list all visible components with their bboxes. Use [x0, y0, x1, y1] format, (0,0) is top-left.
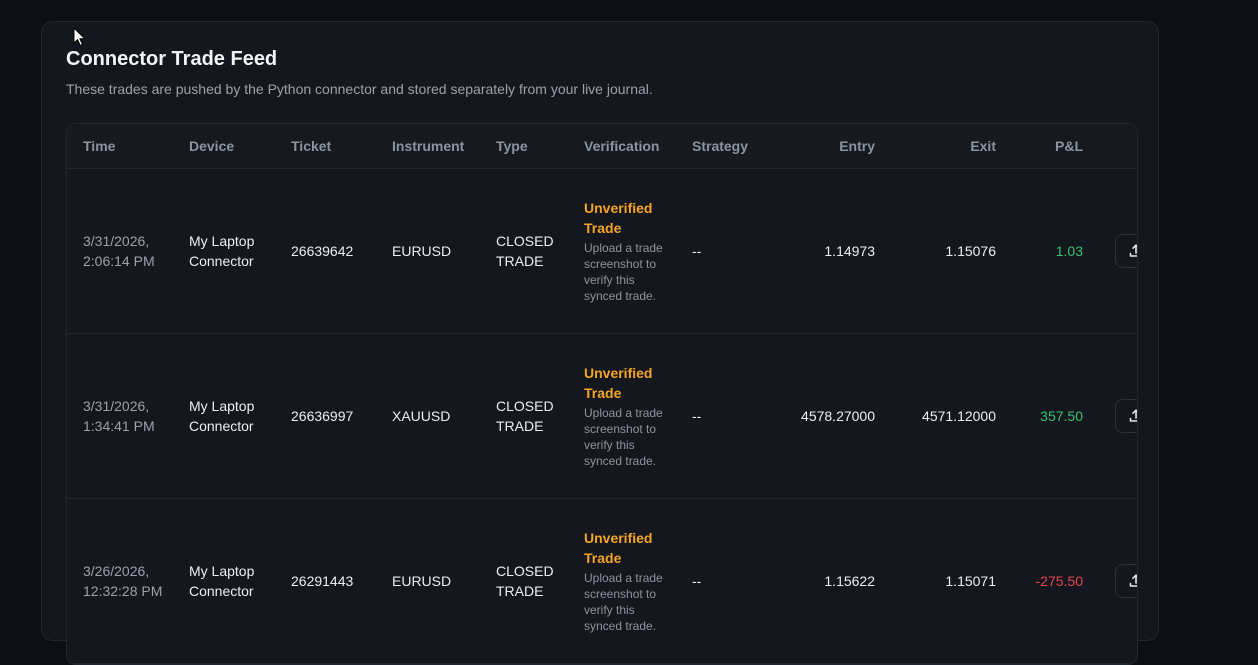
mouse-pointer-icon — [73, 27, 87, 47]
verification-status: Unverified Trade — [584, 529, 653, 566]
table-row: 3/26/2026, 12:32:28 PM My Laptop Connect… — [67, 498, 1137, 664]
cell-instrument: EURUSD — [376, 168, 480, 334]
verification-status: Unverified Trade — [584, 199, 653, 236]
table-row: 3/31/2026, 1:34:41 PM My Laptop Connecto… — [67, 333, 1137, 499]
upload-screenshot-button[interactable] — [1115, 563, 1137, 598]
upload-icon — [1129, 408, 1137, 422]
cell-device: My Laptop Connector — [173, 333, 275, 499]
column-header-instrument: Instrument — [376, 124, 480, 169]
cell-actions — [1099, 333, 1137, 499]
upload-screenshot-button[interactable] — [1115, 398, 1137, 433]
cell-actions — [1099, 168, 1137, 334]
verification-note: Upload a trade screenshot to verify this… — [584, 240, 663, 303]
cell-entry: 4578.27000 — [771, 333, 891, 499]
column-header-device: Device — [173, 124, 275, 169]
column-header-type: Type — [480, 124, 568, 169]
cell-entry: 1.15622 — [771, 498, 891, 664]
cell-pnl: 1.03 — [1012, 168, 1099, 334]
table-row: 3/31/2026, 2:06:14 PM My Laptop Connecto… — [67, 168, 1137, 334]
cell-exit: 4571.12000 — [891, 333, 1012, 499]
page-subtitle: These trades are pushed by the Python co… — [66, 81, 653, 97]
cell-time: 3/31/2026, 1:34:41 PM — [67, 333, 173, 499]
cell-strategy: -- — [676, 498, 771, 664]
column-header-actions — [1099, 124, 1137, 169]
cell-ticket: 26636997 — [275, 333, 376, 499]
column-header-exit: Exit — [891, 124, 1012, 169]
trade-table-container[interactable]: Time Device Ticket Instrument Type Verif… — [66, 123, 1138, 665]
cell-instrument: EURUSD — [376, 498, 480, 664]
column-header-entry: Entry — [771, 124, 891, 169]
cell-pnl: 357.50 — [1012, 333, 1099, 499]
verification-status: Unverified Trade — [584, 364, 653, 401]
cell-ticket: 26639642 — [275, 168, 376, 334]
upload-icon — [1129, 573, 1137, 587]
cell-pnl: -275.50 — [1012, 498, 1099, 664]
table-header-row: Time Device Ticket Instrument Type Verif… — [67, 124, 1137, 169]
cell-time: 3/31/2026, 2:06:14 PM — [67, 168, 173, 334]
column-header-verification: Verification — [568, 124, 676, 169]
cell-verification: Unverified Trade Upload a trade screensh… — [568, 498, 676, 664]
column-header-time: Time — [67, 124, 173, 169]
column-header-pnl: P&L — [1012, 124, 1099, 169]
page-title: Connector Trade Feed — [66, 48, 278, 70]
cell-time: 3/26/2026, 12:32:28 PM — [67, 498, 173, 664]
upload-screenshot-button[interactable] — [1115, 233, 1137, 268]
cell-instrument: XAUUSD — [376, 333, 480, 499]
trade-feed-card: Connector Trade Feed These trades are pu… — [41, 21, 1159, 665]
cell-verification: Unverified Trade Upload a trade screensh… — [568, 168, 676, 334]
cell-device: My Laptop Connector — [173, 168, 275, 334]
column-header-strategy: Strategy — [676, 124, 771, 169]
cell-type: CLOSED TRADE — [480, 168, 568, 334]
cell-type: CLOSED TRADE — [480, 498, 568, 664]
cell-exit: 1.15071 — [891, 498, 1012, 664]
cell-device: My Laptop Connector — [173, 498, 275, 664]
cell-strategy: -- — [676, 168, 771, 334]
column-header-ticket: Ticket — [275, 124, 376, 169]
cell-exit: 1.15076 — [891, 168, 1012, 334]
cell-type: CLOSED TRADE — [480, 333, 568, 499]
cell-verification: Unverified Trade Upload a trade screensh… — [568, 333, 676, 499]
cell-actions — [1099, 498, 1137, 664]
cell-entry: 1.14973 — [771, 168, 891, 334]
verification-note: Upload a trade screenshot to verify this… — [584, 405, 663, 468]
trade-table: Time Device Ticket Instrument Type Verif… — [67, 124, 1137, 664]
cell-strategy: -- — [676, 333, 771, 499]
cell-ticket: 26291443 — [275, 498, 376, 664]
upload-icon — [1129, 243, 1137, 257]
